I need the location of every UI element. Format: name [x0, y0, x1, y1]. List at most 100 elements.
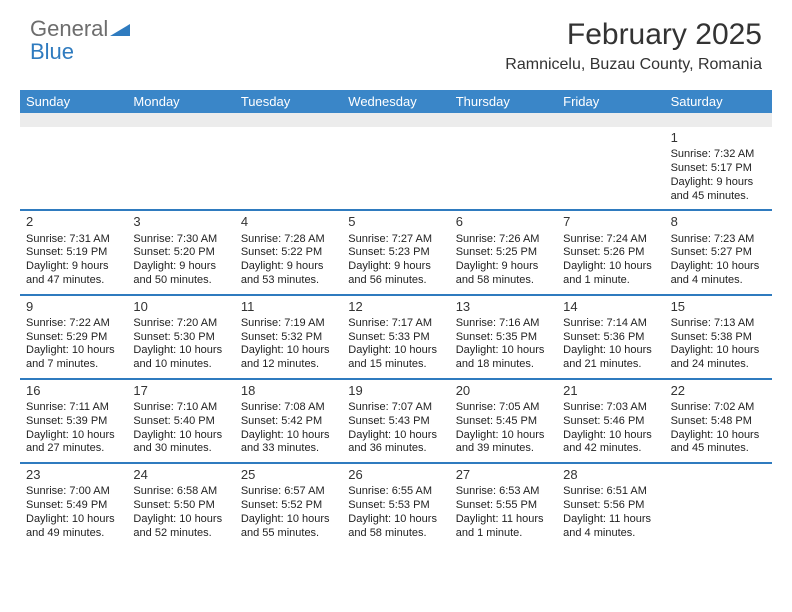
daylight-text: and 52 minutes.	[133, 527, 228, 541]
daylight-text: Daylight: 10 hours	[671, 344, 766, 358]
sunrise-text: Sunrise: 7:11 AM	[26, 401, 121, 415]
daylight-text: and 49 minutes.	[26, 527, 121, 541]
daylight-text: Daylight: 10 hours	[563, 260, 658, 274]
sunrise-text: Sunrise: 7:05 AM	[456, 401, 551, 415]
week-row: 23Sunrise: 7:00 AMSunset: 5:49 PMDayligh…	[20, 464, 772, 546]
sunrise-text: Sunrise: 6:55 AM	[348, 485, 443, 499]
day-cell: 5Sunrise: 7:27 AMSunset: 5:23 PMDaylight…	[342, 211, 449, 293]
daylight-text: Daylight: 10 hours	[348, 513, 443, 527]
sunrise-text: Sunrise: 7:32 AM	[671, 148, 766, 162]
day-number: 6	[456, 214, 551, 230]
sunrise-text: Sunrise: 7:30 AM	[133, 233, 228, 247]
daylight-text: and 58 minutes.	[348, 527, 443, 541]
day-cell: 2Sunrise: 7:31 AMSunset: 5:19 PMDaylight…	[20, 211, 127, 293]
daylight-text: and 45 minutes.	[671, 442, 766, 456]
sunrise-text: Sunrise: 7:27 AM	[348, 233, 443, 247]
empty-cell	[127, 127, 234, 209]
daylight-text: Daylight: 9 hours	[348, 260, 443, 274]
day-cell: 27Sunrise: 6:53 AMSunset: 5:55 PMDayligh…	[450, 464, 557, 546]
day-cell: 28Sunrise: 6:51 AMSunset: 5:56 PMDayligh…	[557, 464, 664, 546]
day-header: Wednesday	[342, 90, 449, 113]
day-number: 13	[456, 299, 551, 315]
sunrise-text: Sunrise: 7:00 AM	[26, 485, 121, 499]
daylight-text: Daylight: 9 hours	[241, 260, 336, 274]
day-header: Saturday	[665, 90, 772, 113]
day-cell: 8Sunrise: 7:23 AMSunset: 5:27 PMDaylight…	[665, 211, 772, 293]
sunset-text: Sunset: 5:53 PM	[348, 499, 443, 513]
day-number: 24	[133, 467, 228, 483]
sunrise-text: Sunrise: 7:16 AM	[456, 317, 551, 331]
daylight-text: Daylight: 10 hours	[133, 344, 228, 358]
daylight-text: and 55 minutes.	[241, 527, 336, 541]
daylight-text: Daylight: 10 hours	[671, 260, 766, 274]
daylight-text: and 39 minutes.	[456, 442, 551, 456]
daylight-text: Daylight: 10 hours	[241, 429, 336, 443]
day-number: 20	[456, 383, 551, 399]
daylight-text: and 10 minutes.	[133, 358, 228, 372]
sunset-text: Sunset: 5:29 PM	[26, 331, 121, 345]
sunrise-text: Sunrise: 7:23 AM	[671, 233, 766, 247]
daylight-text: and 1 minute.	[456, 527, 551, 541]
sunset-text: Sunset: 5:17 PM	[671, 162, 766, 176]
daylight-text: Daylight: 10 hours	[241, 344, 336, 358]
day-number: 19	[348, 383, 443, 399]
title-block: February 2025 Ramnicelu, Buzau County, R…	[505, 18, 762, 74]
spacer-row	[20, 113, 772, 127]
daylight-text: Daylight: 10 hours	[563, 429, 658, 443]
sunset-text: Sunset: 5:46 PM	[563, 415, 658, 429]
day-cell: 17Sunrise: 7:10 AMSunset: 5:40 PMDayligh…	[127, 380, 234, 462]
sunset-text: Sunset: 5:22 PM	[241, 246, 336, 260]
day-header: Tuesday	[235, 90, 342, 113]
day-number: 22	[671, 383, 766, 399]
calendar: Sunday Monday Tuesday Wednesday Thursday…	[20, 90, 772, 546]
sunset-text: Sunset: 5:33 PM	[348, 331, 443, 345]
sunset-text: Sunset: 5:40 PM	[133, 415, 228, 429]
day-cell: 15Sunrise: 7:13 AMSunset: 5:38 PMDayligh…	[665, 296, 772, 378]
sunrise-text: Sunrise: 6:53 AM	[456, 485, 551, 499]
daylight-text: and 18 minutes.	[456, 358, 551, 372]
sunrise-text: Sunrise: 7:08 AM	[241, 401, 336, 415]
daylight-text: and 36 minutes.	[348, 442, 443, 456]
week-row: 2Sunrise: 7:31 AMSunset: 5:19 PMDaylight…	[20, 211, 772, 295]
sunset-text: Sunset: 5:32 PM	[241, 331, 336, 345]
sunset-text: Sunset: 5:27 PM	[671, 246, 766, 260]
brand-word2: Blue	[30, 39, 74, 64]
daylight-text: Daylight: 10 hours	[26, 513, 121, 527]
day-number: 28	[563, 467, 658, 483]
day-number: 18	[241, 383, 336, 399]
week-row: 1Sunrise: 7:32 AMSunset: 5:17 PMDaylight…	[20, 127, 772, 211]
day-cell: 11Sunrise: 7:19 AMSunset: 5:32 PMDayligh…	[235, 296, 342, 378]
location: Ramnicelu, Buzau County, Romania	[505, 56, 762, 74]
daylight-text: and 1 minute.	[563, 274, 658, 288]
week-row: 9Sunrise: 7:22 AMSunset: 5:29 PMDaylight…	[20, 296, 772, 380]
daylight-text: Daylight: 11 hours	[456, 513, 551, 527]
daylight-text: and 30 minutes.	[133, 442, 228, 456]
sunrise-text: Sunrise: 7:10 AM	[133, 401, 228, 415]
day-cell: 19Sunrise: 7:07 AMSunset: 5:43 PMDayligh…	[342, 380, 449, 462]
daylight-text: and 7 minutes.	[26, 358, 121, 372]
sunrise-text: Sunrise: 7:31 AM	[26, 233, 121, 247]
empty-cell	[20, 127, 127, 209]
sunset-text: Sunset: 5:30 PM	[133, 331, 228, 345]
day-number: 2	[26, 214, 121, 230]
daylight-text: and 42 minutes.	[563, 442, 658, 456]
day-cell: 10Sunrise: 7:20 AMSunset: 5:30 PMDayligh…	[127, 296, 234, 378]
empty-cell	[235, 127, 342, 209]
daylight-text: Daylight: 10 hours	[26, 344, 121, 358]
sunrise-text: Sunrise: 6:57 AM	[241, 485, 336, 499]
daylight-text: Daylight: 11 hours	[563, 513, 658, 527]
sunset-text: Sunset: 5:38 PM	[671, 331, 766, 345]
day-cell: 13Sunrise: 7:16 AMSunset: 5:35 PMDayligh…	[450, 296, 557, 378]
day-cell: 25Sunrise: 6:57 AMSunset: 5:52 PMDayligh…	[235, 464, 342, 546]
daylight-text: and 15 minutes.	[348, 358, 443, 372]
day-number: 11	[241, 299, 336, 315]
empty-cell	[665, 464, 772, 546]
daylight-text: and 33 minutes.	[241, 442, 336, 456]
day-header-row: Sunday Monday Tuesday Wednesday Thursday…	[20, 90, 772, 113]
sunrise-text: Sunrise: 7:03 AM	[563, 401, 658, 415]
day-header: Friday	[557, 90, 664, 113]
sunrise-text: Sunrise: 7:02 AM	[671, 401, 766, 415]
day-cell: 16Sunrise: 7:11 AMSunset: 5:39 PMDayligh…	[20, 380, 127, 462]
sunset-text: Sunset: 5:43 PM	[348, 415, 443, 429]
daylight-text: Daylight: 9 hours	[456, 260, 551, 274]
